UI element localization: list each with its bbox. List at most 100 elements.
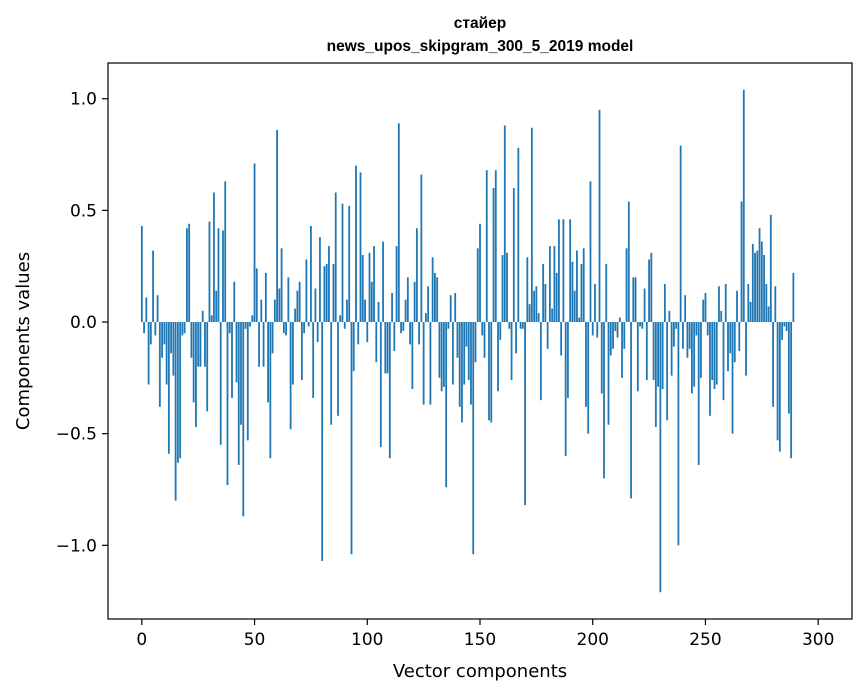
bar [373,246,375,323]
bar [278,288,281,323]
bar [733,322,736,363]
bar [273,299,276,323]
bar [479,223,481,323]
bar [682,322,684,349]
bar [510,322,513,381]
bar [695,322,698,336]
bar [249,322,251,327]
bar [316,322,319,343]
bar [607,322,610,425]
bar [679,145,682,323]
bar [370,281,373,323]
chart-title-line-2: news_upos_skipgram_300_5_2019 model [327,38,634,55]
bar [287,277,290,323]
bar [677,322,680,546]
bar [544,284,547,323]
bar [427,286,430,323]
x-axis: 0 50 100 150 200 250 300 [136,619,834,650]
bar [778,322,781,452]
bar [289,322,292,430]
bar [526,257,529,323]
bar [515,322,517,354]
bar [276,129,278,323]
bar [582,248,585,323]
bar [666,322,669,421]
bar [614,322,617,331]
bar [704,292,707,323]
bar [781,322,784,340]
bar [224,181,227,323]
x-tick-label: 300 [802,630,834,650]
bar [429,322,432,405]
plot-frame [107,62,853,620]
bar [377,301,380,323]
y-tick-label: 0.5 [70,201,97,221]
bar [264,272,267,323]
bar [546,322,549,349]
bar [603,322,605,479]
bar [742,89,745,323]
bar [246,322,249,441]
bar [641,322,644,329]
bar [634,277,637,323]
bar [267,322,269,403]
bar [192,322,195,403]
bar [226,322,229,486]
bar [228,322,231,334]
y-tick-label: −0.5 [56,425,97,445]
bar [715,322,718,385]
bar [388,322,391,459]
bar [147,322,150,385]
bar [494,170,497,323]
bar [643,288,646,323]
bar [158,322,161,407]
bar [140,226,143,323]
bar [395,246,398,323]
bar [492,188,495,323]
bar [357,322,360,345]
bar [636,322,639,392]
bar [587,322,590,434]
bar [251,315,254,323]
bar [774,286,777,323]
bar [461,322,463,423]
bar [503,125,506,323]
bar [260,299,263,323]
bar [179,322,182,459]
bar [323,266,326,323]
bar [591,322,594,336]
bar [548,246,551,323]
bar [296,290,299,323]
bar [785,322,788,331]
bar [364,299,366,323]
bar [686,322,689,358]
bar [772,322,774,407]
bar [163,322,166,345]
bar [222,230,224,323]
y-tick-label: −1.0 [56,536,97,556]
bar [589,181,592,323]
bar [551,308,554,323]
bar [319,237,321,323]
bar [197,322,200,367]
bar [736,290,738,323]
bar [415,228,418,323]
bar [571,261,574,323]
bar [305,259,308,323]
y-axis: −1.0 −0.5 0.0 0.5 1.0 [56,90,108,556]
bar [258,322,260,367]
bar [445,322,448,488]
bar [145,297,148,323]
bar [255,268,258,323]
bar [508,322,511,329]
bar [756,250,759,323]
bar [776,322,779,441]
bar [208,221,211,323]
bar [670,322,673,376]
bar [713,322,716,390]
bar [501,255,504,323]
bar [167,322,170,454]
bar [321,322,324,561]
bar [181,322,184,336]
bar [639,322,641,327]
